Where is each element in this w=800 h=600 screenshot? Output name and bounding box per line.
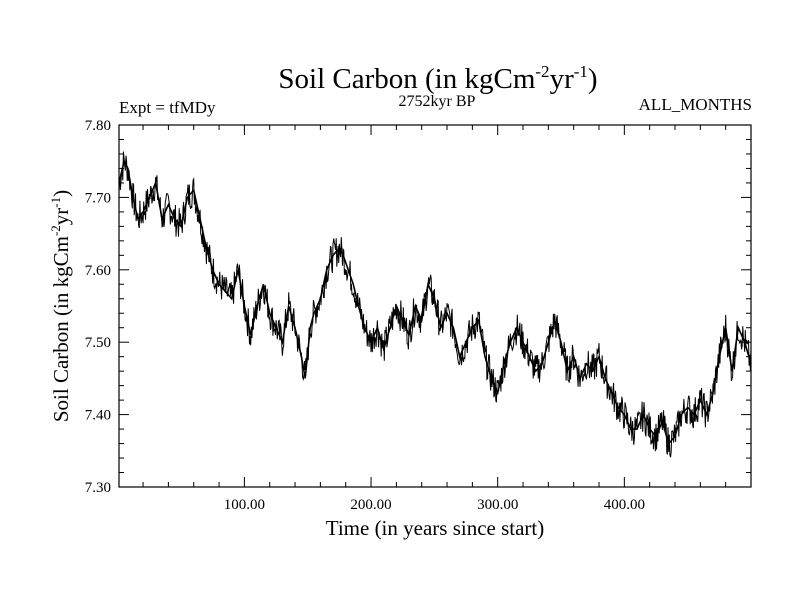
y-axis-label-main: Soil Carbon (in kgCm [49,236,73,422]
chart-title-end: ) [588,63,598,95]
x-tick-label: 300.00 [477,497,518,513]
y-tick-label: 7.30 [85,480,111,496]
x-axis-ticks: 100.00 200.00 300.00 400.00 [142,125,727,513]
y-tick-label: 7.40 [85,408,111,424]
period-label: 2752kyr BP [399,93,476,110]
chart-title-sup1: -2 [535,62,549,81]
chart-title-mid: yr [550,63,575,95]
y-tick-label: 7.70 [85,190,111,206]
experiment-label: Expt = tfMDy [119,98,216,117]
series-noise-line [118,151,752,458]
y-tick-label: 7.80 [85,118,111,134]
months-label: ALL_MONTHS [639,95,752,114]
chart-title: Soil Carbon (in kgCm-2yr-1) [278,62,597,95]
series-group [118,151,752,458]
y-tick-label: 7.50 [85,335,111,351]
y-axis-label-sup1: -2 [48,225,63,236]
x-axis-label: Time (in years since start) [326,516,545,540]
y-axis-label-end: ) [49,190,73,197]
chart-title-sup2: -1 [574,62,588,81]
y-axis-label-sup2: -1 [48,197,63,208]
y-tick-label: 7.60 [85,263,111,279]
x-tick-label: 200.00 [350,497,391,513]
plot-frame [118,124,752,488]
chart-title-main: Soil Carbon (in kgCm [278,63,535,95]
y-axis-ticks: 7.30 7.40 7.50 7.60 7.70 7.80 [85,118,751,496]
y-axis-label-mid: yr [49,208,73,226]
y-axis-label: Soil Carbon (in kgCm-2yr-1) [48,190,73,422]
x-tick-label: 400.00 [604,497,645,513]
x-tick-label: 100.00 [224,497,265,513]
